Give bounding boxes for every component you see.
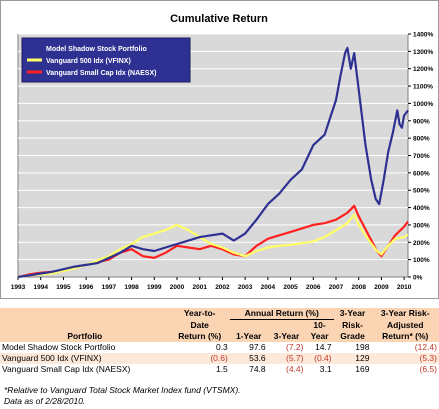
x-tick-label: 1998 [124, 284, 139, 291]
footnote-vtsmx: *Relative to Vanguard Total Stock Market… [4, 385, 241, 395]
cell-portfolio-name: Vanguard Small Cap Idx (NAESX) [0, 364, 170, 375]
cell-risk-grade: 198 [333, 342, 372, 353]
y-tick-label: 400% [413, 205, 430, 212]
header-one-year: 1-Year [229, 331, 268, 342]
x-tick-label: 2009 [374, 284, 389, 291]
header-risk-grade-line3: Grade [333, 331, 372, 342]
header-three-year: 3-Year [267, 331, 306, 342]
header-blank [0, 308, 170, 320]
header-ytd-line3: Return (%) [169, 331, 230, 342]
x-tick-label: 1994 [33, 284, 48, 291]
header-ytd-line1: Year-to- [169, 308, 230, 320]
table-header-row: Year-to- Annual Return (%) 3-Year 3-Year… [0, 308, 439, 320]
footnotes: *Relative to Vanguard Total Stock Market… [4, 385, 241, 407]
performance-table: Year-to- Annual Return (%) 3-Year 3-Year… [0, 308, 439, 375]
chart-area: Cumulative Return 0% 100% 200% 300% 400% 500% 6… [0, 0, 439, 299]
table-header-row: Date 10- Risk- Adjusted [0, 319, 439, 331]
y-tick-label: 0% [413, 275, 423, 282]
cell-risk-grade: 129 [333, 353, 372, 364]
y-tick-label: 800% [413, 136, 430, 143]
y-tick-label: 1300% [413, 49, 433, 56]
series-line-0 [17, 46, 409, 279]
header-risk-adj-line2: Adjusted [371, 319, 439, 331]
y-tick-label: 1400% [413, 32, 433, 39]
x-tick-label: 1997 [102, 284, 117, 291]
cell-ytd: 0.3 [169, 342, 230, 353]
table-header-row: Portfolio Return (%) 1-Year 3-Year Year … [0, 331, 439, 342]
table-row: Vanguard 500 Idx (VFINX) (0.6) 53.6 (5.7) (0… [0, 353, 439, 364]
header-risk-grade-line1: 3-Year [333, 308, 372, 320]
legend-box [21, 37, 191, 83]
cell-one-year: 97.6 [229, 342, 268, 353]
cell-one-year: 74.8 [229, 364, 268, 375]
cumulative-return-chart: Cumulative Return 0% 100% 200% 300% 400% 500% 6… [0, 0, 439, 299]
table-body: Model Shadow Stock Portfolio 0.3 97.6 (7.2)… [0, 342, 439, 375]
x-tick-label: 2005 [283, 284, 298, 291]
cell-ten-year: 14.7 [305, 342, 334, 353]
y-tick-label: 300% [413, 222, 430, 229]
y-tick-label: 1100% [413, 84, 433, 91]
x-tick-label: 1996 [79, 284, 94, 291]
cell-ten-year: (0.4) [305, 353, 334, 364]
header-annual-return: Annual Return (%) [229, 308, 334, 320]
cell-risk-adjusted: (12.4) [371, 342, 439, 353]
cell-risk-adjusted: (6.5) [371, 364, 439, 375]
y-tick-label: 1000% [413, 101, 433, 108]
table-row: Vanguard Small Cap Idx (NAESX) 1.5 74.8 (4.… [0, 364, 439, 375]
x-tick-label: 2007 [329, 284, 344, 291]
cell-one-year: 53.6 [229, 353, 268, 364]
y-tick-label: 700% [413, 153, 430, 160]
legend-label-0: Model Shadow Stock Portfolio [46, 46, 147, 53]
header-ten-year-line2: Year [305, 331, 334, 342]
y-tick-label: 100% [413, 257, 430, 264]
header-risk-grade-line2: Risk- [333, 319, 372, 331]
cell-three-year: (5.7) [267, 353, 306, 364]
cell-ytd: 1.5 [169, 364, 230, 375]
chart-title: Cumulative Return [170, 13, 268, 25]
x-tick-label: 2002 [215, 284, 230, 291]
y-tick-label: 1200% [413, 66, 433, 73]
table-row: Model Shadow Stock Portfolio 0.3 97.6 (7.2)… [0, 342, 439, 353]
y-tick-label: 900% [413, 118, 430, 125]
x-tick-label: 2010 [397, 284, 412, 291]
cell-ten-year: 3.1 [305, 364, 334, 375]
x-tick-label: 2006 [306, 284, 321, 291]
cell-risk-grade: 169 [333, 364, 372, 375]
cell-three-year: (4.4) [267, 364, 306, 375]
x-tick-label: 2008 [351, 284, 366, 291]
y-tick-label: 600% [413, 170, 430, 177]
legend-label-1: Vanguard 500 Idx (VFINX) [46, 58, 131, 65]
header-ten-year-line1: 10- [305, 319, 334, 331]
legend-label-2: Vanguard Small Cap Idx (NAESX) [46, 70, 156, 77]
cell-portfolio-name: Model Shadow Stock Portfolio [0, 342, 170, 353]
cell-ytd: (0.6) [169, 353, 230, 364]
x-tick-label: 2004 [261, 284, 276, 291]
header-risk-adj-line1: 3-Year Risk- [371, 308, 439, 320]
y-tick-label: 200% [413, 240, 430, 247]
x-tick-label: 2003 [238, 284, 253, 291]
header-ytd-line2: Date [169, 319, 230, 331]
x-tick-label: 1995 [56, 284, 71, 291]
x-tick-label: 2001 [192, 284, 207, 291]
cell-risk-adjusted: (5.3) [371, 353, 439, 364]
cell-portfolio-name: Vanguard 500 Idx (VFINX) [0, 353, 170, 364]
header-risk-adj-line3: Return* (%) [371, 331, 439, 342]
header-portfolio: Portfolio [0, 331, 170, 342]
footnote-data-date: Data as of 2/28/2010. [4, 396, 86, 406]
x-tick-label: 2000 [170, 284, 185, 291]
x-tick-label: 1993 [11, 284, 26, 291]
y-tick-label: 500% [413, 188, 430, 195]
x-tick-label: 1999 [147, 284, 162, 291]
cell-three-year: (7.2) [267, 342, 306, 353]
